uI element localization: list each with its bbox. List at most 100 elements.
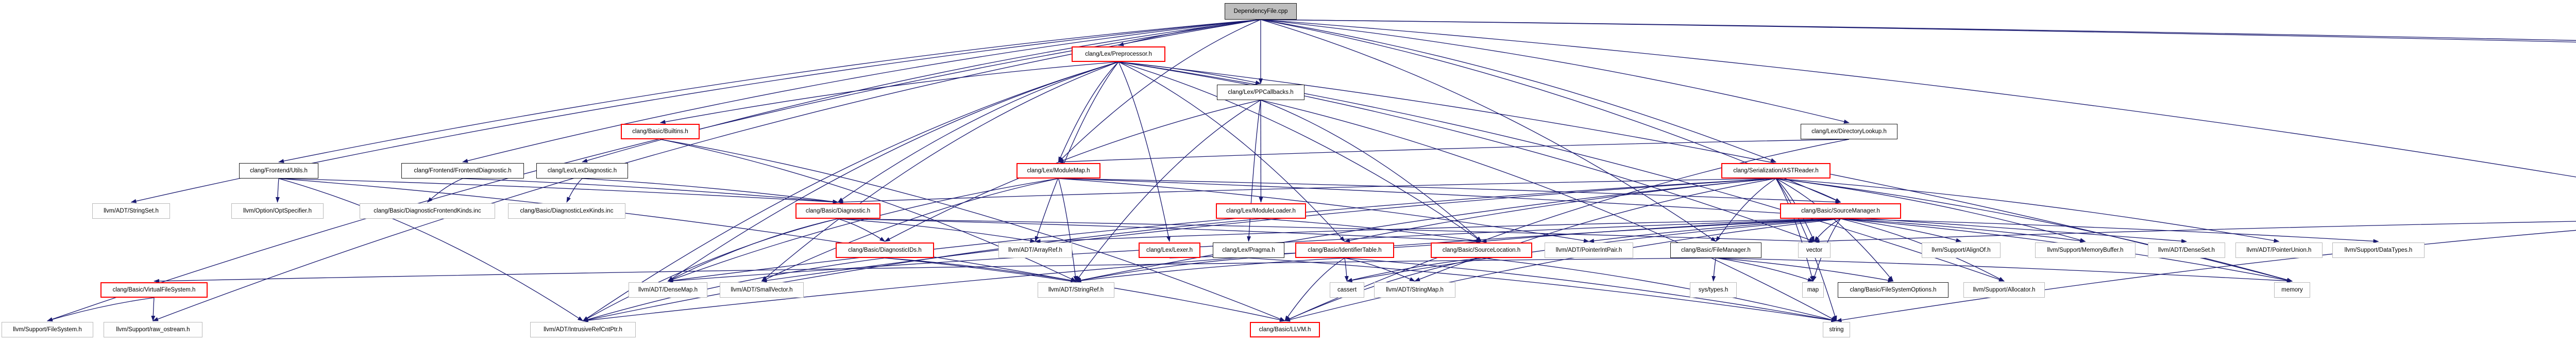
graph-node-optspec[interactable]: llvm/Option/OptSpecifier.h: [231, 203, 324, 219]
graph-node-pre[interactable]: clang/Lex/Preprocessor.h: [1072, 46, 1165, 62]
node-label: string: [1829, 327, 1844, 333]
node-label: clang/Basic/DiagnosticLexKinds.inc: [520, 208, 614, 214]
graph-node-membuf[interactable]: llvm/Support/MemoryBuffer.h: [2035, 242, 2136, 258]
graph-node-alloc[interactable]: llvm/Support/Allocator.h: [1963, 282, 2045, 298]
edge-identtable-to-cassert: [1344, 257, 1349, 282]
graph-node-cassert[interactable]: cassert: [1330, 282, 1364, 298]
graph-node-ppc[interactable]: clang/Lex/PPCallbacks.h: [1217, 85, 1304, 100]
edge-ppc-to-string: [1260, 100, 1837, 321]
node-label: clang/Lex/ModuleLoader.h: [1226, 208, 1296, 214]
graph-node-intrusive[interactable]: llvm/ADT/IntrusiveRefCntPtr.h: [530, 322, 636, 337]
graph-node-srcmgr[interactable]: clang/Basic/SourceManager.h: [1780, 203, 1901, 219]
edge-diagids-to-stringref: [885, 257, 1077, 283]
graph-node-vector[interactable]: vector: [1798, 242, 1831, 258]
node-label: clang/Lex/Preprocessor.h: [1085, 51, 1152, 57]
edge-astreader-to-stringref: [1075, 178, 1776, 282]
edge-root-to-path: [1260, 19, 2576, 41]
edge-root-to-astreader: [1260, 19, 1776, 163]
graph-node-datatypes[interactable]: llvm/Support/DataTypes.h: [2332, 242, 2425, 258]
edge-diag-to-arrayref: [838, 218, 1036, 243]
node-label: sys/types.h: [1698, 287, 1728, 293]
node-label: clang/Basic/SourceManager.h: [1801, 208, 1880, 214]
graph-node-dlk[interactable]: clang/Basic/DiagnosticLexKinds.inc: [508, 203, 625, 219]
graph-node-filemgr[interactable]: clang/Basic/FileManager.h: [1670, 242, 1761, 258]
graph-node-modloader[interactable]: clang/Lex/ModuleLoader.h: [1216, 203, 1306, 219]
graph-node-utils[interactable]: clang/Frontend/Utils.h: [239, 163, 318, 179]
edge-identtable-to-string: [1344, 257, 1837, 322]
node-label: llvm/ADT/ArrayRef.h: [1008, 247, 1062, 253]
edge-modmap-to-ptrintpair: [1058, 178, 1589, 243]
node-label: cassert: [1337, 287, 1357, 293]
edge-filemgr-to-memory: [1716, 257, 2293, 283]
edge-pre-to-intrusive: [582, 61, 1119, 321]
node-label: clang/Lex/LexDiagnostic.h: [547, 168, 617, 174]
graph-node-identtable[interactable]: clang/Basic/IdentifierTable.h: [1295, 242, 1394, 258]
edge-modmap-to-denseset: [1058, 178, 2187, 244]
graph-node-astreader[interactable]: clang/Serialization/ASTReader.h: [1721, 163, 1831, 179]
node-label: llvm/Support/raw_ostream.h: [116, 327, 190, 333]
edge-fediag-to-dfk: [427, 178, 463, 203]
graph-node-diagids[interactable]: clang/Basic/DiagnosticIDs.h: [836, 242, 934, 258]
edge-ppc-to-srcloc: [1260, 100, 1482, 242]
graph-node-ptrunion[interactable]: llvm/ADT/PointerUnion.h: [2235, 242, 2323, 258]
graph-node-dirlookup[interactable]: clang/Lex/DirectoryLookup.h: [1801, 124, 1897, 139]
edge-modmap-to-stringref: [1058, 178, 1078, 282]
edge-ppc-to-stringref: [1075, 100, 1261, 282]
edge-filemgr-to-fsopts: [1716, 257, 1894, 283]
node-label: clang/Lex/Lexer.h: [1146, 247, 1193, 253]
graph-node-map[interactable]: map: [1802, 282, 1824, 298]
graph-node-llvm[interactable]: clang/Basic/LLVM.h: [1250, 322, 1320, 337]
graph-node-lexer[interactable]: clang/Lex/Lexer.h: [1139, 242, 1200, 258]
graph-node-systypes[interactable]: sys/types.h: [1690, 282, 1737, 298]
graph-node-densemap[interactable]: llvm/ADT/DenseMap.h: [629, 282, 707, 298]
graph-node-memory[interactable]: memory: [2274, 282, 2310, 298]
edge-srcmgr-to-vector: [1814, 218, 1841, 242]
edge-astreader-to-memory: [1775, 178, 2293, 282]
edge-astreader-to-densemap: [667, 178, 1776, 283]
graph-node-dfk[interactable]: clang/Basic/DiagnosticFrontendKinds.inc: [360, 203, 495, 219]
graph-node-filesystem[interactable]: llvm/Support/FileSystem.h: [2, 322, 93, 337]
edge-filemgr-to-map: [1716, 257, 1814, 282]
graph-node-denseset[interactable]: llvm/ADT/DenseSet.h: [2148, 242, 2225, 258]
edge-astreader-to-filemgr: [1715, 178, 1776, 242]
edge-astreader-to-membuf: [1775, 178, 2086, 242]
graph-node-stringref[interactable]: llvm/ADT/StringRef.h: [1038, 282, 1114, 298]
graph-node-smallvec[interactable]: llvm/ADT/SmallVector.h: [720, 282, 804, 298]
edge-dirlookup-to-modmap: [1058, 139, 1850, 164]
graph-node-fediag[interactable]: clang/Frontend/FrontendDiagnostic.h: [401, 163, 524, 179]
graph-node-diag[interactable]: clang/Basic/Diagnostic.h: [795, 203, 880, 219]
edge-pragma-to-stringref: [1075, 257, 1249, 283]
edge-vfs-to-filesystem: [47, 297, 155, 321]
edge-pre-to-densemap: [667, 61, 1119, 282]
graph-node-builtins[interactable]: clang/Basic/Builtins.h: [621, 124, 700, 139]
edge-filemgr-to-systypes: [1711, 257, 1717, 282]
node-label: llvm/Support/FileSystem.h: [13, 327, 82, 333]
graph-node-vfs[interactable]: clang/Basic/VirtualFileSystem.h: [100, 282, 208, 298]
graph-node-lexdiag[interactable]: clang/Lex/LexDiagnostic.h: [536, 163, 628, 179]
edge-root-to-modmap: [1058, 19, 1261, 163]
edge-srcmgr-to-ptrintpair: [1588, 218, 1841, 243]
graph-node-fsopts[interactable]: clang/Basic/FileSystemOptions.h: [1838, 282, 1948, 298]
graph-node-rawostream[interactable]: llvm/Support/raw_ostream.h: [104, 322, 202, 337]
node-label: clang/Basic/VirtualFileSystem.h: [112, 287, 196, 293]
node-label: llvm/ADT/StringMap.h: [1386, 287, 1444, 293]
graph-node-arrayref[interactable]: llvm/ADT/ArrayRef.h: [998, 242, 1072, 258]
graph-node-string[interactable]: string: [1823, 322, 1850, 337]
edge-modloader-to-srcloc: [1261, 218, 1482, 243]
edge-srcloc-to-cassert: [1346, 257, 1482, 282]
graph-node-stringset[interactable]: llvm/ADT/StringSet.h: [92, 203, 170, 219]
graph-node-srcloc[interactable]: clang/Basic/SourceLocation.h: [1431, 242, 1532, 258]
graph-node-alignof[interactable]: llvm/Support/AlignOf.h: [1922, 242, 2001, 258]
graph-node-pragma[interactable]: clang/Lex/Pragma.h: [1213, 242, 1284, 258]
node-label: clang/Basic/LLVM.h: [1259, 327, 1311, 333]
edge-astreader-to-string: [1775, 178, 1837, 321]
graph-node-modmap[interactable]: clang/Lex/ModuleMap.h: [1016, 163, 1100, 179]
node-label: llvm/ADT/PointerIntPair.h: [1555, 247, 1622, 253]
edge-pragma-to-string: [1248, 257, 1837, 322]
graph-node-stringmap[interactable]: llvm/ADT/StringMap.h: [1374, 282, 1455, 298]
graph-node-ptrintpair[interactable]: llvm/ADT/PointerIntPair.h: [1545, 242, 1633, 258]
edge-astreader-to-ptrunion: [1775, 178, 2280, 243]
node-label: clang/Basic/IdentifierTable.h: [1308, 247, 1382, 253]
node-label: llvm/Support/AlignOf.h: [1931, 247, 1991, 253]
node-label: clang/Lex/Pragma.h: [1222, 247, 1275, 253]
